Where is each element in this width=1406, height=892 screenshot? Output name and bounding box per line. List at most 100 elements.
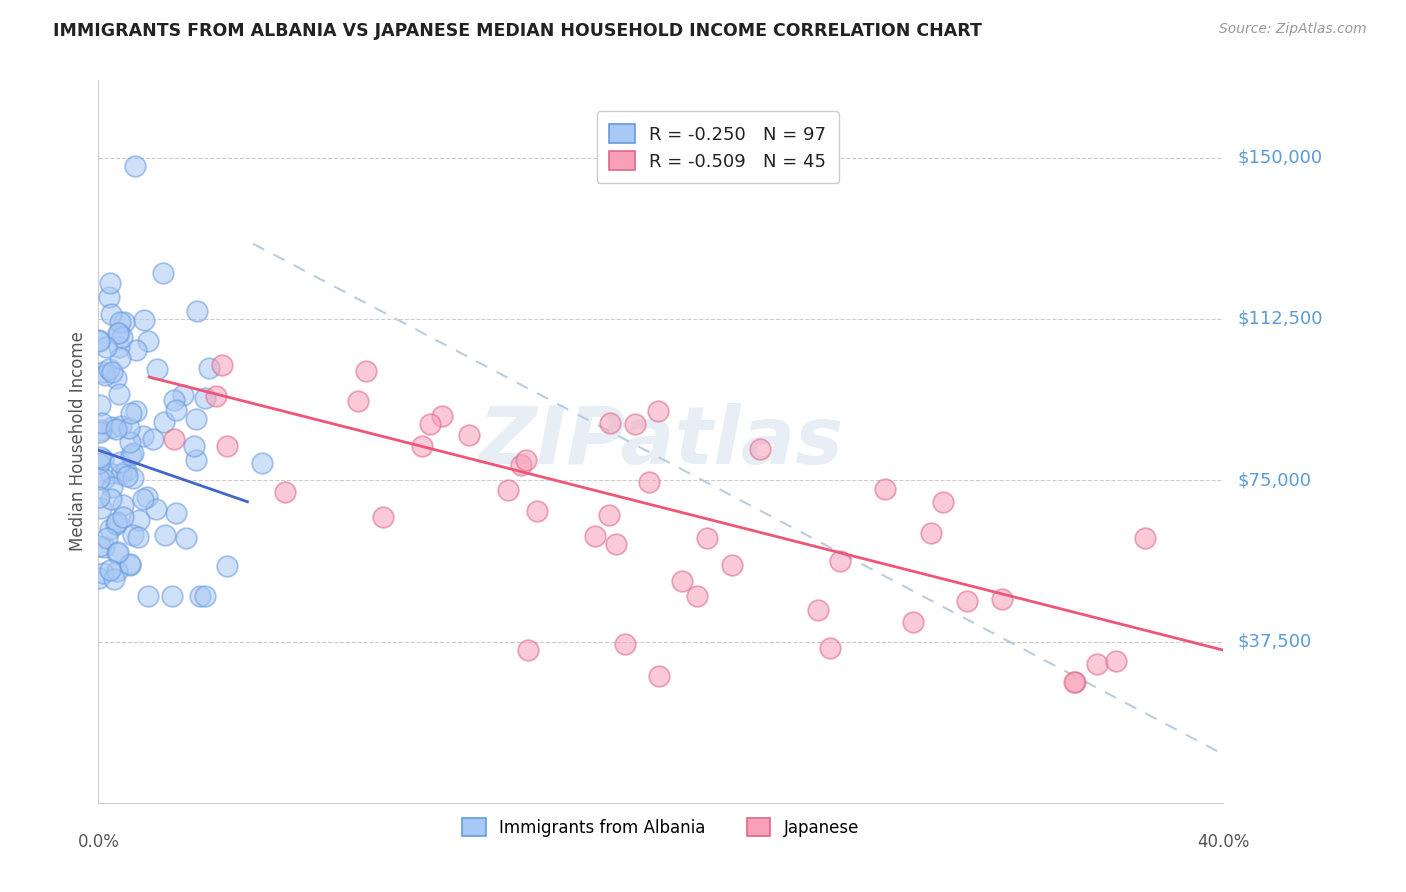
Text: $75,000: $75,000: [1237, 471, 1312, 489]
Text: Source: ZipAtlas.com: Source: ZipAtlas.com: [1219, 22, 1367, 37]
Point: [98, 466, 121, 480]
Point: [155, 527, 177, 541]
Point: [901, 615, 924, 629]
Point: [89, 450, 111, 464]
Point: [87, 333, 110, 347]
Point: [517, 643, 540, 657]
Point: [818, 641, 841, 656]
Point: [118, 434, 141, 449]
Point: [165, 506, 187, 520]
Point: [93, 472, 115, 486]
Point: [110, 351, 132, 365]
Point: [132, 491, 155, 506]
Point: [98, 563, 121, 577]
Point: [136, 334, 159, 348]
Text: 40.0%: 40.0%: [1197, 833, 1250, 851]
Point: [98, 522, 121, 536]
Point: [128, 513, 150, 527]
Point: [696, 532, 718, 546]
Point: [108, 455, 131, 469]
Point: [172, 388, 194, 402]
Point: [107, 545, 129, 559]
Point: [1133, 531, 1156, 545]
Point: [105, 564, 128, 578]
Text: ZIPatlas: ZIPatlas: [478, 402, 844, 481]
Point: [217, 559, 239, 574]
Point: [110, 419, 132, 434]
Point: [142, 432, 165, 446]
Point: [991, 592, 1014, 607]
Point: [112, 509, 135, 524]
Point: [105, 370, 128, 384]
Point: [91, 365, 114, 379]
Point: [127, 530, 149, 544]
Point: [125, 403, 148, 417]
Point: [830, 554, 852, 568]
Point: [188, 590, 211, 604]
Point: [111, 330, 134, 344]
Point: [875, 482, 897, 496]
Point: [183, 439, 205, 453]
Point: [648, 669, 671, 683]
Point: [89, 539, 111, 553]
Point: [165, 403, 187, 417]
Point: [614, 637, 637, 651]
Text: $37,500: $37,500: [1237, 632, 1312, 650]
Point: [98, 361, 121, 376]
Point: [125, 343, 148, 358]
Point: [419, 417, 441, 431]
Point: [104, 421, 127, 435]
Point: [96, 531, 118, 545]
Point: [1063, 675, 1085, 690]
Point: [583, 529, 606, 543]
Point: [91, 416, 114, 430]
Point: [510, 458, 533, 472]
Point: [100, 365, 122, 379]
Point: [515, 452, 537, 467]
Point: [121, 527, 143, 541]
Y-axis label: Median Household Income: Median Household Income: [69, 332, 87, 551]
Point: [121, 448, 143, 462]
Point: [921, 525, 943, 540]
Point: [108, 315, 131, 329]
Point: [373, 510, 395, 524]
Point: [132, 429, 155, 443]
Point: [624, 417, 647, 431]
Point: [89, 425, 111, 439]
Point: [1085, 657, 1108, 671]
Point: [101, 419, 124, 434]
Point: [124, 159, 146, 173]
Point: [93, 541, 115, 555]
Point: [145, 501, 167, 516]
Point: [163, 393, 186, 408]
Point: [100, 307, 122, 321]
Point: [112, 498, 135, 512]
Point: [721, 558, 744, 572]
Point: [103, 572, 125, 586]
Point: [89, 398, 111, 412]
Point: [956, 594, 979, 608]
Point: [107, 326, 129, 340]
Point: [105, 545, 128, 559]
Point: [100, 276, 122, 290]
Point: [637, 475, 659, 490]
Point: [96, 340, 118, 354]
Point: [749, 442, 772, 457]
Point: [273, 485, 295, 500]
Point: [671, 574, 693, 588]
Point: [110, 467, 132, 481]
Text: $112,500: $112,500: [1237, 310, 1323, 328]
Point: [89, 334, 111, 348]
Point: [105, 515, 128, 529]
Point: [93, 452, 115, 467]
Point: [118, 557, 141, 571]
Point: [87, 490, 110, 504]
Point: [90, 501, 112, 516]
Point: [120, 406, 142, 420]
Point: [184, 412, 207, 426]
Point: [186, 304, 208, 318]
Point: [526, 504, 548, 518]
Point: [90, 423, 112, 437]
Text: IMMIGRANTS FROM ALBANIA VS JAPANESE MEDIAN HOUSEHOLD INCOME CORRELATION CHART: IMMIGRANTS FROM ALBANIA VS JAPANESE MEDI…: [53, 22, 983, 40]
Point: [108, 340, 131, 354]
